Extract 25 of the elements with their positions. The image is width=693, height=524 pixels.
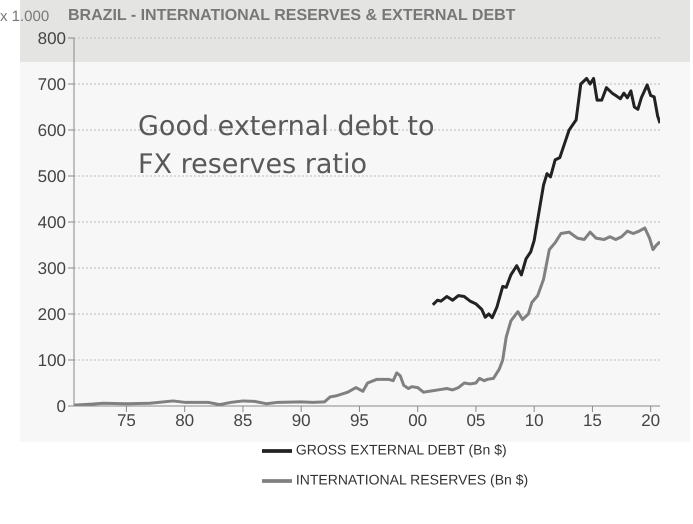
annotation: Good external debt to FX reserves ratio <box>138 110 436 182</box>
x-tick-label: 05 <box>466 411 486 430</box>
chart-title: BRAZIL - INTERNATIONAL RESERVES & EXTERNAL DEBT <box>68 7 516 25</box>
y-tick-label: 600 <box>38 121 66 140</box>
x-tick-label: 85 <box>233 411 252 430</box>
x-tick-label: 10 <box>524 411 544 430</box>
legend-label: INTERNATIONAL RESERVES (Bn $) <box>296 472 528 488</box>
x-tick-label: 00 <box>408 411 428 430</box>
y-tick-label: 400 <box>38 213 66 232</box>
y-tick-label: 300 <box>38 259 66 278</box>
y-tick-label: 500 <box>38 167 66 186</box>
y-tick-label: 0 <box>56 397 66 416</box>
legend-label: GROSS EXTERNAL DEBT (Bn $) <box>296 442 507 458</box>
x-tick-label: 20 <box>641 411 660 430</box>
x-tick-label: 80 <box>175 411 194 430</box>
x-tick-label: 90 <box>292 411 311 430</box>
y-tick-label: 200 <box>38 305 66 324</box>
x-tick-label: 95 <box>350 411 369 430</box>
line-series <box>431 76 660 320</box>
y-tick-label: 800 <box>38 29 66 48</box>
y-axis-title: x 1.000 <box>0 8 50 25</box>
y-tick-label: 100 <box>38 351 66 370</box>
y-tick-label: 700 <box>38 75 66 94</box>
x-tick-label: 75 <box>116 411 136 430</box>
x-tick-label: 15 <box>582 411 602 430</box>
